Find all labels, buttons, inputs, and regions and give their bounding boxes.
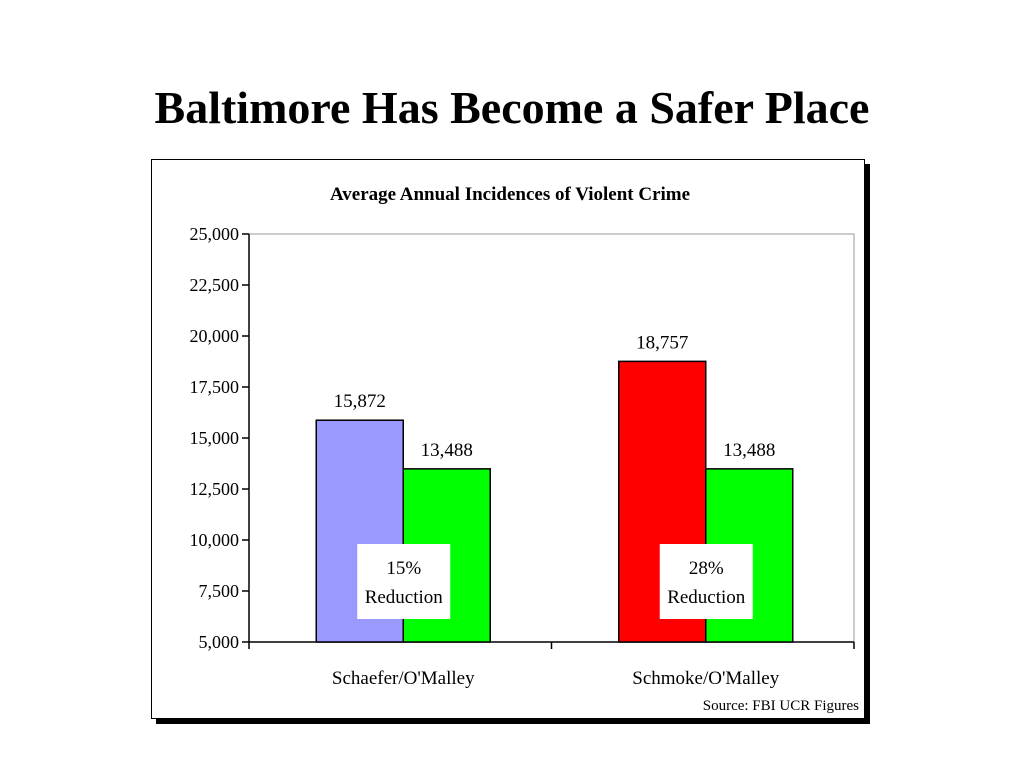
annotation-percent: 28%	[689, 558, 724, 579]
y-tick-label: 20,000	[190, 326, 240, 346]
bar-data-label: 15,872	[334, 391, 386, 412]
x-tick-label: Schmoke/O'Malley	[632, 668, 779, 689]
bar-data-label: 18,757	[636, 332, 688, 353]
y-tick-label: 25,000	[190, 224, 240, 244]
annotation-percent: 15%	[386, 558, 421, 579]
source-note: Source: FBI UCR Figures	[703, 698, 859, 714]
annotation-box	[357, 544, 451, 619]
x-tick-label: Schaefer/O'Malley	[332, 668, 475, 689]
chart-title: Average Annual Incidences of Violent Cri…	[330, 184, 690, 205]
annotation-reduction: Reduction	[667, 587, 746, 608]
bar-data-label: 13,488	[421, 440, 473, 461]
y-tick-label: 7,500	[199, 581, 240, 601]
y-tick-label: 12,500	[190, 479, 240, 499]
bar-data-label: 13,488	[723, 440, 775, 461]
annotation-box	[659, 544, 753, 619]
y-tick-label: 22,500	[190, 275, 240, 295]
y-tick-label: 5,000	[199, 632, 240, 652]
y-tick-label: 10,000	[190, 530, 240, 550]
y-tick-label: 17,500	[190, 377, 240, 397]
annotation-reduction: Reduction	[365, 587, 444, 608]
y-tick-label: 15,000	[190, 428, 240, 448]
slide-title: Baltimore Has Become a Safer Place	[154, 82, 870, 133]
